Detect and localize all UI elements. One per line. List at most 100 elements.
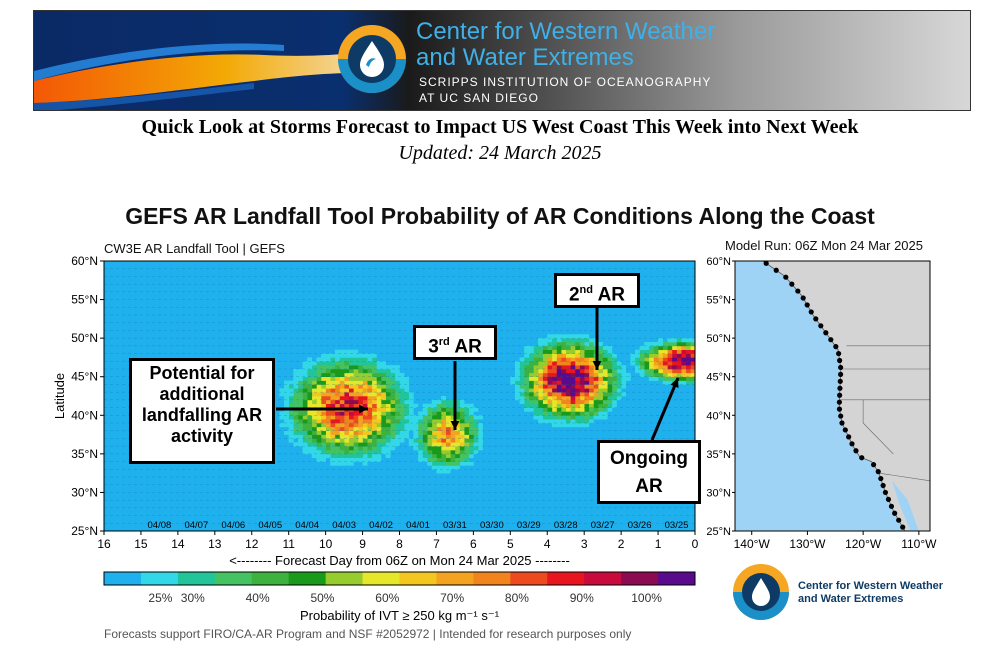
heatmap-cell (565, 388, 571, 393)
heatmap-cell (598, 357, 603, 362)
heatmap-cell (297, 423, 303, 428)
heatmap-cell (528, 388, 534, 393)
heatmap-cell (561, 419, 567, 424)
heatmap-cell (330, 442, 336, 447)
heatmap-cell (454, 446, 460, 451)
heatmap-cell (584, 399, 590, 405)
coast-point (853, 448, 859, 454)
heatmap-cell (376, 453, 382, 459)
heatmap-cell (588, 338, 594, 343)
heatmap-cell (348, 430, 354, 435)
heatmap-cell (676, 349, 682, 354)
heatmap-cell (353, 446, 359, 451)
heatmap-cell (588, 349, 594, 354)
heatmap-cell (353, 376, 359, 381)
heatmap-cell (353, 380, 359, 385)
heatmap-cell (362, 453, 368, 459)
heatmap-cell (362, 353, 368, 358)
heatmap-cell (302, 365, 308, 370)
heatmap-cell (427, 434, 433, 439)
heatmap-cell (658, 372, 663, 378)
heatmap-cell (417, 450, 423, 455)
heatmap-cell (528, 353, 534, 358)
heatmap-cell (547, 361, 553, 366)
heatmap-cell (690, 372, 696, 378)
coast-point (813, 316, 819, 322)
heatmap-cell (367, 457, 373, 462)
heatmap-cell (376, 407, 382, 412)
heatmap-cell (427, 407, 433, 412)
heatmap-cell (344, 349, 350, 354)
heatmap-cell (565, 353, 571, 358)
heatmap-cell (293, 419, 299, 424)
heatmap-cell (556, 353, 562, 358)
heatmap-cell (561, 372, 567, 378)
heatmap-cell (334, 438, 340, 443)
heatmap-cell (542, 403, 548, 408)
heatmap-cell (385, 403, 391, 408)
heatmap-cell (676, 342, 682, 347)
heatmap-cell (551, 388, 557, 393)
heatmap-cell (399, 430, 405, 435)
heatmap-cell (353, 438, 359, 443)
heatmap-cell (321, 453, 326, 459)
heatmap-cell (690, 349, 696, 354)
heatmap-cell (579, 423, 585, 428)
heatmap-cell (311, 403, 317, 408)
heatmap-cell (445, 419, 451, 424)
heatmap-cell (390, 423, 396, 428)
heatmap-cell (459, 461, 465, 466)
heatmap-cell (339, 453, 345, 459)
heatmap-cell (542, 357, 548, 362)
heatmap-cell (542, 415, 548, 420)
heatmap-cell (611, 388, 617, 393)
heatmap-cell (357, 457, 363, 462)
heatmap-cell (556, 403, 562, 408)
heatmap-cell (667, 342, 673, 347)
heatmap-cell (297, 438, 303, 443)
heatmap-cell (362, 384, 368, 389)
x-tick-label: 11 (282, 537, 295, 551)
heatmap-cell (408, 411, 414, 416)
heatmap-cell (441, 446, 446, 451)
heatmap-cell (468, 450, 474, 455)
heatmap-cell (611, 403, 617, 408)
date-tick-label: 04/04 (295, 520, 319, 531)
heatmap-cell (404, 426, 410, 432)
heatmap-cell (667, 369, 673, 374)
heatmap-cell (551, 411, 557, 416)
heatmap-cell (690, 353, 696, 358)
heatmap-cell (690, 369, 696, 374)
heatmap-cell (334, 388, 340, 393)
heatmap-cell (344, 442, 350, 447)
heatmap-cell (533, 380, 539, 385)
heatmap-cell (321, 419, 326, 424)
heatmap-cell (297, 430, 303, 435)
heatmap-cell (538, 349, 543, 354)
heatmap-cell (634, 361, 640, 366)
heatmap-cell (561, 423, 567, 428)
heatmap-cell (362, 361, 368, 366)
heatmap-cell (297, 399, 303, 405)
heatmap-cell (584, 380, 590, 385)
heatmap-cell (362, 369, 368, 374)
heatmap-cell (579, 396, 585, 401)
heatmap-cell (311, 365, 317, 370)
heatmap-cell (468, 438, 474, 443)
heatmap-cell (473, 407, 479, 412)
heatmap-cell (676, 338, 682, 343)
x-tick-label: 15 (134, 537, 148, 551)
heatmap-cell (441, 407, 446, 412)
heatmap-cell (371, 388, 377, 393)
heatmap-cell (431, 457, 437, 462)
heatmap-cell (330, 388, 336, 393)
heatmap-cell (367, 399, 373, 405)
heatmap-cell (611, 384, 617, 389)
heatmap-cell (584, 357, 590, 362)
heatmap-cell (376, 376, 382, 381)
heatmap-cell (681, 372, 687, 378)
heatmap-cell (311, 419, 317, 424)
heatmap-cell (334, 376, 340, 381)
heatmap-cell (524, 376, 530, 381)
heatmap-cell (307, 384, 313, 389)
